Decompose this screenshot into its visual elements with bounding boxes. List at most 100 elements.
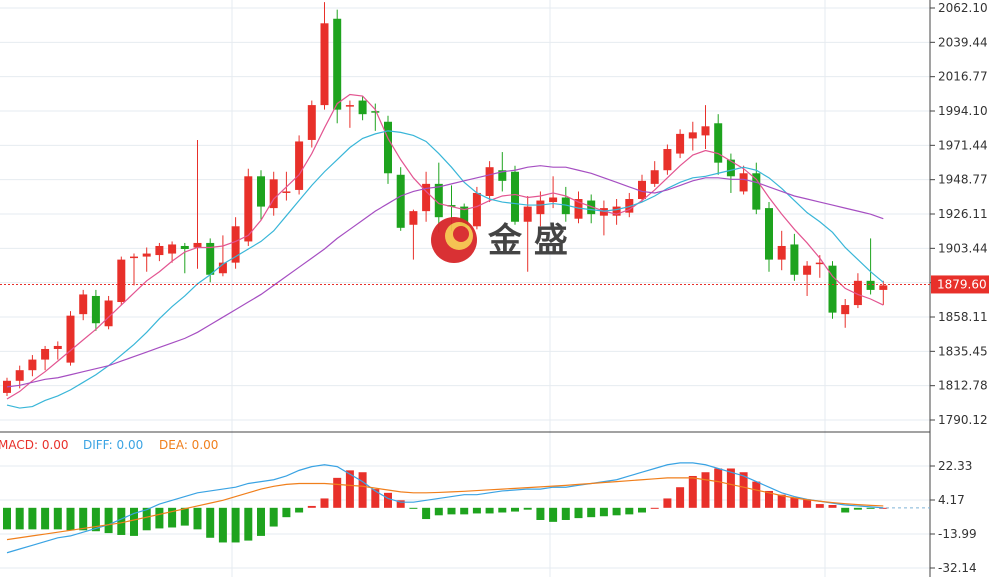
macd-bar (41, 507, 50, 530)
macd-bar (320, 498, 329, 508)
macd-bar (752, 481, 761, 508)
candle-body (638, 180, 646, 200)
price-tick-label: 1812.78 (938, 379, 988, 393)
macd-bar (66, 507, 75, 531)
candle-body (485, 167, 494, 196)
candle-body (15, 370, 24, 381)
candle-body (434, 183, 443, 218)
macd-bar (384, 492, 392, 508)
candle-body (828, 265, 837, 313)
candle-body (358, 100, 367, 115)
candle-body (142, 253, 151, 257)
candle-body (345, 105, 354, 107)
macd-bar (257, 507, 265, 536)
macd-bar (218, 507, 227, 543)
watermark: 金 盛 (431, 217, 568, 263)
macd-bar (701, 472, 710, 508)
macd-bar (663, 498, 672, 508)
macd-bar (828, 505, 837, 508)
macd-tick-label: 22.33 (938, 459, 972, 473)
candle-body (650, 170, 659, 184)
macd-bar (307, 505, 316, 508)
macd-bar (142, 507, 151, 531)
macd-bar (295, 507, 304, 513)
macd-bar (726, 468, 735, 508)
macd-bar (333, 477, 342, 508)
candle-body (244, 176, 253, 242)
candle-body (841, 305, 850, 315)
candle-body (41, 348, 50, 360)
macd-bar (472, 507, 481, 514)
dea-line (6, 477, 884, 541)
ma-mid-line (6, 130, 884, 409)
price-tick-label: 1858.11 (938, 310, 988, 324)
candle-body (739, 173, 748, 192)
candle-body (587, 200, 596, 215)
macd-bar (206, 507, 215, 538)
price-tick-label: 1971.44 (938, 138, 988, 152)
candle-body (218, 262, 227, 274)
candle-body (460, 206, 469, 227)
candle-body (295, 141, 304, 190)
candle-body (206, 242, 215, 275)
candle-body (66, 315, 75, 363)
candle-body (726, 159, 735, 177)
candle-body (815, 262, 824, 265)
price-tick-label: 2016.77 (938, 70, 988, 84)
candle-body (511, 171, 519, 222)
macd-bar (523, 507, 532, 510)
candle-body (561, 197, 570, 215)
macd-bar (714, 468, 723, 508)
macd-bar (853, 507, 862, 510)
macd-bar (485, 507, 494, 514)
price-tick-label: 1790.12 (938, 413, 988, 427)
macd-bar (599, 507, 608, 517)
price-tick-label: 1835.45 (938, 344, 988, 358)
candle-body (396, 174, 405, 228)
macd-bar (168, 507, 177, 528)
price-tick-label: 1948.77 (938, 173, 988, 187)
candle-body (701, 126, 710, 136)
candle-body (866, 280, 875, 290)
macd-bar (28, 507, 37, 530)
macd-bar (790, 497, 799, 508)
candle-body (472, 192, 481, 227)
price-axis: 2062.10 2039.44 2016.77 1994.10 1971.44 1948.… (930, 1, 988, 427)
candle-body (777, 245, 786, 260)
macd-bar (130, 507, 138, 536)
macd-bar (739, 472, 748, 508)
macd-bar (638, 507, 646, 513)
macd-bar (358, 472, 367, 508)
logo-text: 金 盛 (487, 221, 568, 261)
macd-bar (498, 507, 507, 513)
macd-bar (434, 507, 443, 516)
macd-bar (244, 507, 253, 541)
macd-bar (104, 507, 113, 534)
price-tick-label: 1994.10 (938, 104, 988, 118)
macd-bar (650, 507, 659, 509)
candle-body (625, 199, 634, 213)
candle-body (91, 295, 100, 324)
candle-body (790, 244, 799, 275)
macd-bar (117, 507, 126, 535)
macd-bar (549, 507, 558, 522)
macd-bar (561, 507, 570, 520)
macd-label: MACD: 0.00 (0, 438, 69, 452)
candle-body (714, 123, 723, 163)
macd-bar (536, 507, 545, 520)
candle-body (384, 121, 392, 174)
current-price-line: 1879.60 (0, 275, 989, 294)
macd-bar (180, 507, 189, 526)
macd-bar (511, 507, 519, 512)
candle-body (447, 205, 456, 207)
macd-bar (409, 507, 418, 509)
candle-body (257, 176, 265, 207)
macd-bar (447, 507, 456, 515)
moving-average-lines (6, 93, 884, 409)
candle-body (688, 132, 697, 139)
macd-bar (282, 507, 291, 518)
candle-body (117, 259, 126, 303)
macd-bar (269, 507, 278, 527)
candle-body (104, 300, 113, 327)
